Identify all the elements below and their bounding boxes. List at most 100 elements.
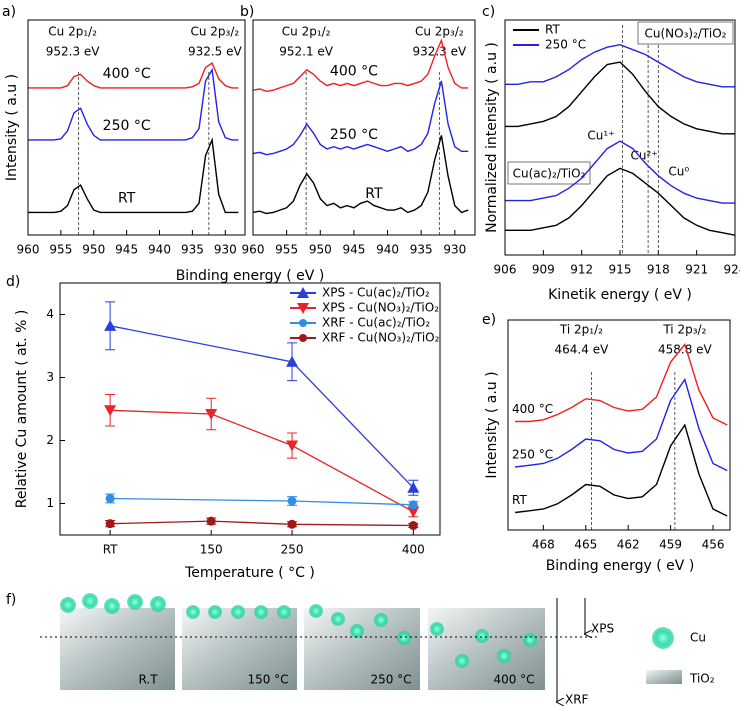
x-tick-label: 400 [402,543,425,557]
annotation-label: Cu²⁺ [631,149,658,163]
series-line [252,38,469,93]
marker [105,493,115,503]
diagram: f) R.T 150 °C 250 °C 400 °C XPS XRF Cu T… [6,592,715,707]
series-line [505,167,736,236]
plot-frame [252,19,476,236]
x-tick-label: 940 [148,243,171,257]
sample-label: Cu(NO₃)₂/TiO₂ [645,27,727,41]
plot-frame [59,282,441,536]
series-label: RT [512,493,527,507]
legend-label: 250 °C [545,38,586,52]
panel-label: e) [482,312,496,328]
sample-label: Cu(ac)₂/TiO₂ [513,167,586,181]
annotation-title: Ti 2p₁/₂ [559,323,603,337]
x-tick-label: 906 [494,263,517,277]
legend-marker [297,287,309,298]
x-tick-label: 456 [702,538,725,552]
y-tick-label: 3 [46,370,54,384]
marker [205,409,218,421]
x-tick-label: 945 [342,243,365,257]
tio2-block [304,608,420,690]
annotation-label: Cu⁰ [668,165,689,179]
x-tick-label: 924 [724,263,740,277]
x-axis-label: Binding energy ( eV ) [176,268,325,284]
sample-box [637,21,734,45]
series-label: 400 °C [512,402,553,416]
annotation-title: Ti 2p₃/₂ [662,323,706,337]
y-tick-label: 2 [46,433,54,447]
marker [104,405,117,417]
series-line [109,325,414,489]
x-tick-label: 468 [532,538,555,552]
x-tick-label: 960 [17,243,40,257]
series-line [505,43,735,88]
x-tick-label: 459 [659,538,682,552]
marker [286,440,299,452]
x-tick-label: 950 [309,243,332,257]
panel-label: a) [2,4,16,20]
y-axis-label: Intensity ( a.u ) [4,74,20,181]
annotation-label: 952.3 eV [46,45,101,59]
x-axis-label: Kinetik energy ( eV ) [548,287,692,303]
chart-panel: d) Relative Cu amount ( at. % ) Temperatur… [6,274,441,581]
x-tick-label: 935 [410,243,433,257]
x-tick-label: 462 [617,538,640,552]
legend-label: XRF - Cu(ac)₂/TiO₂ [322,316,430,330]
annotation-label: 932.3 eV [412,45,467,59]
marker [206,516,216,526]
series-line [505,61,735,135]
annotation-title: Cu 2p₁/₂ [48,25,97,39]
series-line [28,61,239,89]
series-label: 250 °C [512,448,553,462]
x-tick-label: RT [103,543,118,557]
plot-frame [504,19,736,256]
y-axis-label: Relative Cu amount ( at. % ) [14,310,30,509]
series-line [28,137,239,214]
series-label: 250 °C [330,127,378,143]
tio2-block [428,608,545,690]
marker [105,519,115,529]
sample-box [507,161,591,185]
marker [407,506,420,518]
marker [104,319,117,331]
y-tick-label: 4 [46,307,54,321]
annotation-label: 932.5 eV [188,45,243,59]
y-axis-label: Normalized intensity ( a.u ) [484,42,500,233]
chart-panel: c) Normalized intensity ( a.u ) Kinetik en… [482,4,740,303]
panel-label: b) [240,4,254,20]
legend-marker [299,319,307,327]
series-line [252,135,469,215]
series-line [505,140,735,204]
chart-panel: a) Intensity ( a.u ) Binding energy ( eV )… [2,4,324,284]
marker [408,500,418,510]
panel-label: c) [482,4,495,20]
x-tick-label: 930 [214,243,237,257]
series-line [110,520,414,527]
chart-panel: e) Intensity ( a.u ) Binding energy ( eV )… [482,312,731,574]
x-tick-label: 909 [532,263,555,277]
x-tick-label: 912 [570,263,593,277]
plot-frame [27,19,246,236]
marker [408,521,418,531]
legend-label: XPS - Cu(ac)₂/TiO₂ [322,286,430,300]
series-line [515,343,728,426]
series-label: 400 °C [103,66,151,82]
x-tick-label: 921 [685,263,708,277]
marker [287,496,297,506]
legend-marker [299,334,307,342]
legend-label: TiO₂ [689,672,715,686]
x-tick-label: 945 [115,243,138,257]
series-label: 250 °C [103,118,151,134]
annotation-title: Cu 2p₁/₂ [282,25,331,39]
cu-particles [60,593,537,668]
legend-tio2 [646,670,682,684]
marker [286,355,299,367]
marker [287,519,297,529]
x-tick-label: 250 [281,543,304,557]
annotation-label: 464.4 eV [555,343,610,357]
x-axis-label: Temperature ( °C ) [184,565,315,581]
x-tick-label: 955 [49,243,72,257]
series-label: RT [118,190,136,206]
annotation-label: 952.1 eV [279,45,334,59]
